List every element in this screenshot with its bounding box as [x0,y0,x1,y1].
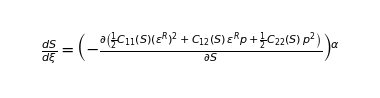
Text: $\frac{dS}{d\xi} = \left(-\frac{\partial\left(\frac{1}{2}C_{11}(S)\left(\varepsi: $\frac{dS}{d\xi} = \left(-\frac{\partial… [41,31,339,67]
